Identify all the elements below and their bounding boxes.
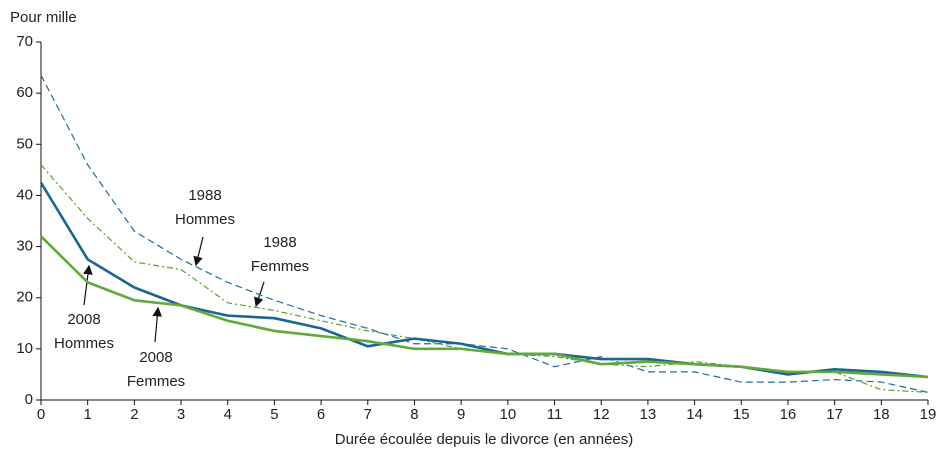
annotation: Hommes: [175, 211, 235, 228]
x-tick-label: 14: [686, 406, 703, 423]
x-tick-label: 6: [317, 406, 325, 423]
annotation: Femmes: [127, 373, 185, 390]
series-line: [40, 164, 929, 393]
y-tick-label: 30: [16, 238, 33, 255]
annotation: 2008: [139, 349, 172, 366]
x-tick-label: 18: [873, 406, 890, 423]
y-tick-label: 20: [16, 289, 33, 306]
x-tick-label: 10: [499, 406, 516, 423]
y-tick-label: 10: [16, 340, 33, 357]
annotation: Hommes: [54, 335, 114, 352]
x-tick-label: 7: [364, 406, 372, 423]
x-tick-label: 17: [826, 406, 843, 423]
y-tick-label: 40: [16, 186, 33, 203]
annotation: Femmes: [251, 258, 309, 275]
x-tick-label: 4: [224, 406, 232, 423]
x-tick-label: 2: [130, 406, 138, 423]
x-tick-label: 0: [37, 406, 45, 423]
y-tick-label: 0: [25, 391, 33, 408]
annotation: 1988: [263, 234, 296, 251]
annotation: 2008: [67, 311, 100, 328]
x-tick-label: 15: [733, 406, 750, 423]
series-line: [40, 235, 929, 379]
series-line: [40, 74, 929, 393]
arrows: [83, 236, 265, 343]
x-axis-label: Durée écoulée depuis le divorce (en anné…: [335, 431, 634, 448]
x-tick-label: 13: [640, 406, 657, 423]
y-tick-label: 50: [16, 135, 33, 152]
y-tick-label: 60: [16, 84, 33, 101]
annotation: 1988: [188, 187, 221, 204]
x-tick-label: 11: [547, 406, 563, 423]
x-tick-label: 9: [457, 406, 465, 423]
x-tick-label: 8: [410, 406, 418, 423]
y-axis-label: Pour mille: [10, 9, 77, 26]
x-tick-label: 19: [920, 406, 937, 423]
x-tick-label: 1: [84, 406, 92, 423]
y-tick-label: 70: [16, 33, 33, 50]
x-tick-label: 3: [177, 406, 185, 423]
x-tick-label: 16: [780, 406, 797, 423]
x-tick-label: 12: [593, 406, 610, 423]
x-tick-label: 5: [270, 406, 278, 423]
